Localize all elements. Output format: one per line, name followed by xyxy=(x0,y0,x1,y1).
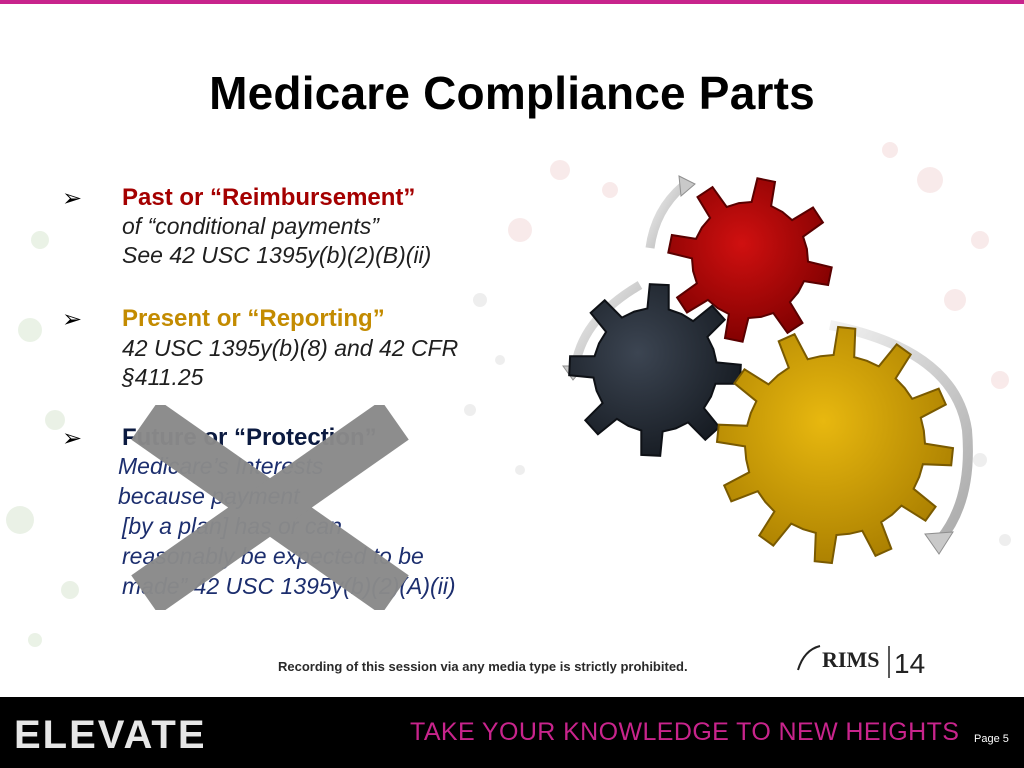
gear-navy xyxy=(568,283,742,457)
bullet-heading-present: Present or “Reporting” xyxy=(122,305,385,332)
bullet-line: See 42 USC 1395y(b)(2)(B)(ii) xyxy=(122,242,432,268)
rims-logo-name: RIMS xyxy=(822,647,879,672)
recording-notice: Recording of this session via any media … xyxy=(278,659,688,674)
page-number: Page 5 xyxy=(974,733,1009,745)
gear-gold xyxy=(715,325,955,565)
elevate-logo: ELEVATE xyxy=(14,713,207,756)
bullet-line: 42 USC 1395y(b)(8) and 42 CFR xyxy=(122,335,459,361)
cycle-arrow-right xyxy=(829,320,973,544)
slide-title: Medicare Compliance Parts xyxy=(209,67,815,119)
rims-logo: RIMS 14 xyxy=(797,645,925,679)
tagline: TAKE YOUR KNOWLEDGE TO NEW HEIGHTS xyxy=(410,718,960,746)
elevate-logo-text: ELEVATE xyxy=(14,713,207,756)
bottom-banner xyxy=(0,697,1024,768)
bullet-line: §411.25 xyxy=(122,364,204,390)
bullet-line: of “conditional payments” xyxy=(122,213,379,239)
bullet-arrow-icon: ➢ xyxy=(62,185,83,212)
cycle-arrow-top xyxy=(645,182,687,249)
gear-red xyxy=(667,177,833,343)
x-cross-icon xyxy=(131,405,409,610)
rims-logo-year: 14 xyxy=(894,648,925,679)
top-accent-bar xyxy=(0,0,1024,4)
bullet-arrow-icon: ➢ xyxy=(62,306,83,333)
background-dot-pattern xyxy=(6,142,1011,647)
bullet-heading-past: Past or “Reimbursement” xyxy=(122,184,416,211)
bullet-arrow-icon: ➢ xyxy=(62,425,83,452)
gears-cycle-icon xyxy=(562,175,973,565)
